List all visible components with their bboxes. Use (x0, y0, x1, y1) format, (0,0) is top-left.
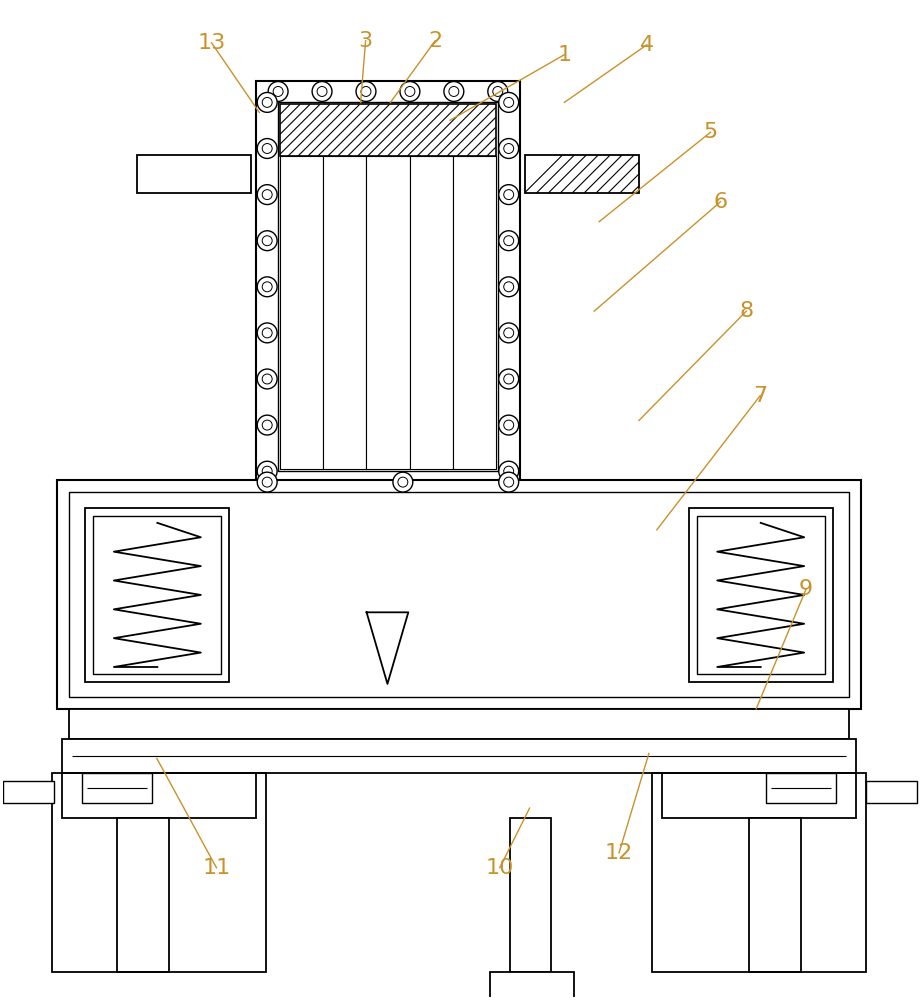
Circle shape (262, 466, 272, 476)
Bar (53, 773, 266, 972)
Circle shape (504, 374, 514, 384)
Circle shape (318, 87, 327, 96)
Circle shape (262, 236, 272, 246)
Circle shape (504, 236, 514, 246)
Circle shape (312, 82, 332, 101)
Circle shape (498, 231, 519, 251)
Bar (490, 972, 574, 1000)
Bar (766, 773, 835, 803)
Text: 11: 11 (202, 858, 231, 878)
Circle shape (262, 190, 272, 200)
Circle shape (504, 282, 514, 292)
Circle shape (258, 369, 277, 389)
Circle shape (400, 82, 420, 101)
Bar (85, 508, 230, 682)
Bar (137, 155, 251, 193)
Bar (69, 709, 848, 739)
Text: 13: 13 (198, 33, 225, 53)
Bar (509, 818, 551, 972)
Bar (278, 102, 497, 471)
Bar (93, 516, 222, 674)
Circle shape (504, 466, 514, 476)
Circle shape (504, 190, 514, 200)
Bar (280, 156, 323, 469)
Circle shape (504, 144, 514, 153)
Bar (524, 155, 639, 193)
Circle shape (498, 92, 519, 112)
Bar (3, 781, 54, 803)
Circle shape (398, 477, 408, 487)
Circle shape (262, 328, 272, 338)
Bar (689, 508, 833, 682)
Text: 10: 10 (485, 858, 514, 878)
Circle shape (262, 144, 272, 153)
Bar (323, 156, 366, 469)
Bar (366, 156, 410, 469)
Circle shape (498, 323, 519, 343)
Circle shape (444, 82, 463, 101)
Bar (57, 480, 860, 709)
Circle shape (258, 472, 277, 492)
Circle shape (262, 374, 272, 384)
Circle shape (361, 87, 371, 96)
Circle shape (393, 472, 413, 492)
Bar (662, 773, 856, 818)
Text: 3: 3 (358, 31, 373, 51)
Circle shape (258, 231, 277, 251)
Circle shape (504, 328, 514, 338)
Circle shape (258, 277, 277, 297)
Polygon shape (366, 612, 408, 684)
Bar (452, 156, 496, 469)
Circle shape (262, 97, 272, 107)
Bar (69, 492, 848, 697)
Circle shape (498, 461, 519, 481)
Circle shape (504, 97, 514, 107)
Circle shape (258, 185, 277, 205)
Circle shape (504, 477, 514, 487)
Circle shape (356, 82, 376, 101)
Bar (366, 493, 408, 612)
Circle shape (258, 461, 277, 481)
Text: 8: 8 (739, 301, 753, 321)
Circle shape (258, 323, 277, 343)
Circle shape (273, 87, 283, 96)
Circle shape (493, 87, 503, 96)
Circle shape (258, 415, 277, 435)
Bar (63, 739, 856, 773)
Circle shape (262, 420, 272, 430)
Bar (257, 81, 520, 493)
Bar (866, 781, 917, 803)
Text: 9: 9 (798, 579, 813, 599)
Text: 5: 5 (703, 122, 717, 142)
Bar (697, 516, 825, 674)
Bar (652, 773, 866, 972)
Circle shape (498, 472, 519, 492)
Text: 12: 12 (605, 843, 633, 863)
Text: 6: 6 (713, 192, 727, 212)
Circle shape (498, 277, 519, 297)
Bar (410, 156, 452, 469)
Circle shape (262, 282, 272, 292)
Circle shape (405, 87, 414, 96)
Text: 2: 2 (428, 31, 442, 51)
Text: 4: 4 (640, 35, 653, 55)
Circle shape (449, 87, 459, 96)
Circle shape (262, 477, 272, 487)
Circle shape (498, 415, 519, 435)
Circle shape (258, 139, 277, 158)
Bar (749, 818, 801, 972)
Bar (117, 818, 169, 972)
Bar (82, 773, 152, 803)
Circle shape (488, 82, 508, 101)
Circle shape (258, 92, 277, 112)
Circle shape (498, 139, 519, 158)
Text: 1: 1 (557, 45, 571, 65)
Bar (280, 104, 496, 156)
Circle shape (269, 82, 288, 101)
Bar (63, 773, 257, 818)
Circle shape (498, 369, 519, 389)
Circle shape (504, 420, 514, 430)
Circle shape (498, 185, 519, 205)
Text: 7: 7 (753, 386, 767, 406)
